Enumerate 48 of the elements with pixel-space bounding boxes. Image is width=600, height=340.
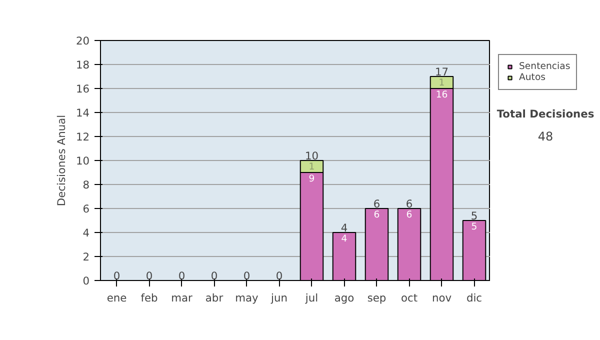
data-label: 16 (436, 90, 448, 100)
total-label: 10 (304, 150, 319, 162)
legend-label: Sentencias (519, 61, 570, 72)
x-tick-label: jun (270, 292, 288, 304)
total-label: 0 (210, 270, 218, 282)
total-label: 17 (434, 66, 449, 78)
x-tick-label: sep (367, 292, 386, 304)
y-tick-label: 20 (76, 34, 90, 48)
x-tick-label: jul (304, 292, 318, 304)
y-tick-label: 8 (82, 178, 90, 192)
total-label: 0 (178, 270, 186, 282)
y-tick-label: 14 (76, 106, 90, 120)
text: 48 (538, 130, 554, 144)
total-label: 0 (113, 270, 120, 282)
data-label: 1 (308, 162, 315, 172)
x-tick-label: dic (466, 292, 482, 304)
y-tick-label: 12 (76, 130, 90, 144)
x-tick-label: may (235, 292, 258, 304)
total-label: 6 (373, 198, 380, 210)
x-tick-label: ago (334, 292, 354, 304)
y-tick-label: 0 (82, 274, 90, 288)
y-tick-label: 18 (76, 58, 90, 72)
text: Total Decisiones (496, 108, 594, 120)
x-tick-label: oct (400, 292, 418, 304)
total-label: 0 (243, 270, 250, 282)
data-label: 6 (406, 210, 412, 220)
total-label: 0 (146, 270, 153, 282)
x-tick-label: abr (205, 292, 224, 304)
total-label: 5 (470, 210, 478, 222)
y-tick-label: 2 (82, 250, 90, 264)
total-label: 4 (340, 222, 348, 234)
legend-label: Autos (519, 72, 546, 83)
x-tick-label: feb (140, 292, 158, 304)
data-label: 9 (308, 174, 315, 184)
x-tick-label: nov (432, 292, 452, 304)
x-tick-label: mar (171, 292, 194, 304)
y-tick-label: 16 (76, 82, 90, 96)
data-label: 5 (471, 222, 478, 232)
total-label: 0 (276, 270, 283, 282)
data-label: 1 (438, 78, 445, 88)
y-axis-title: Decisiones Anual (54, 114, 68, 206)
y-tick-label: 10 (76, 154, 90, 168)
y-tick-label: 4 (82, 226, 90, 240)
total-label: 6 (406, 198, 413, 210)
data-label: 4 (341, 234, 348, 244)
data-label: 6 (374, 210, 380, 220)
x-tick-label: ene (106, 292, 127, 304)
y-tick-label: 6 (82, 202, 90, 216)
